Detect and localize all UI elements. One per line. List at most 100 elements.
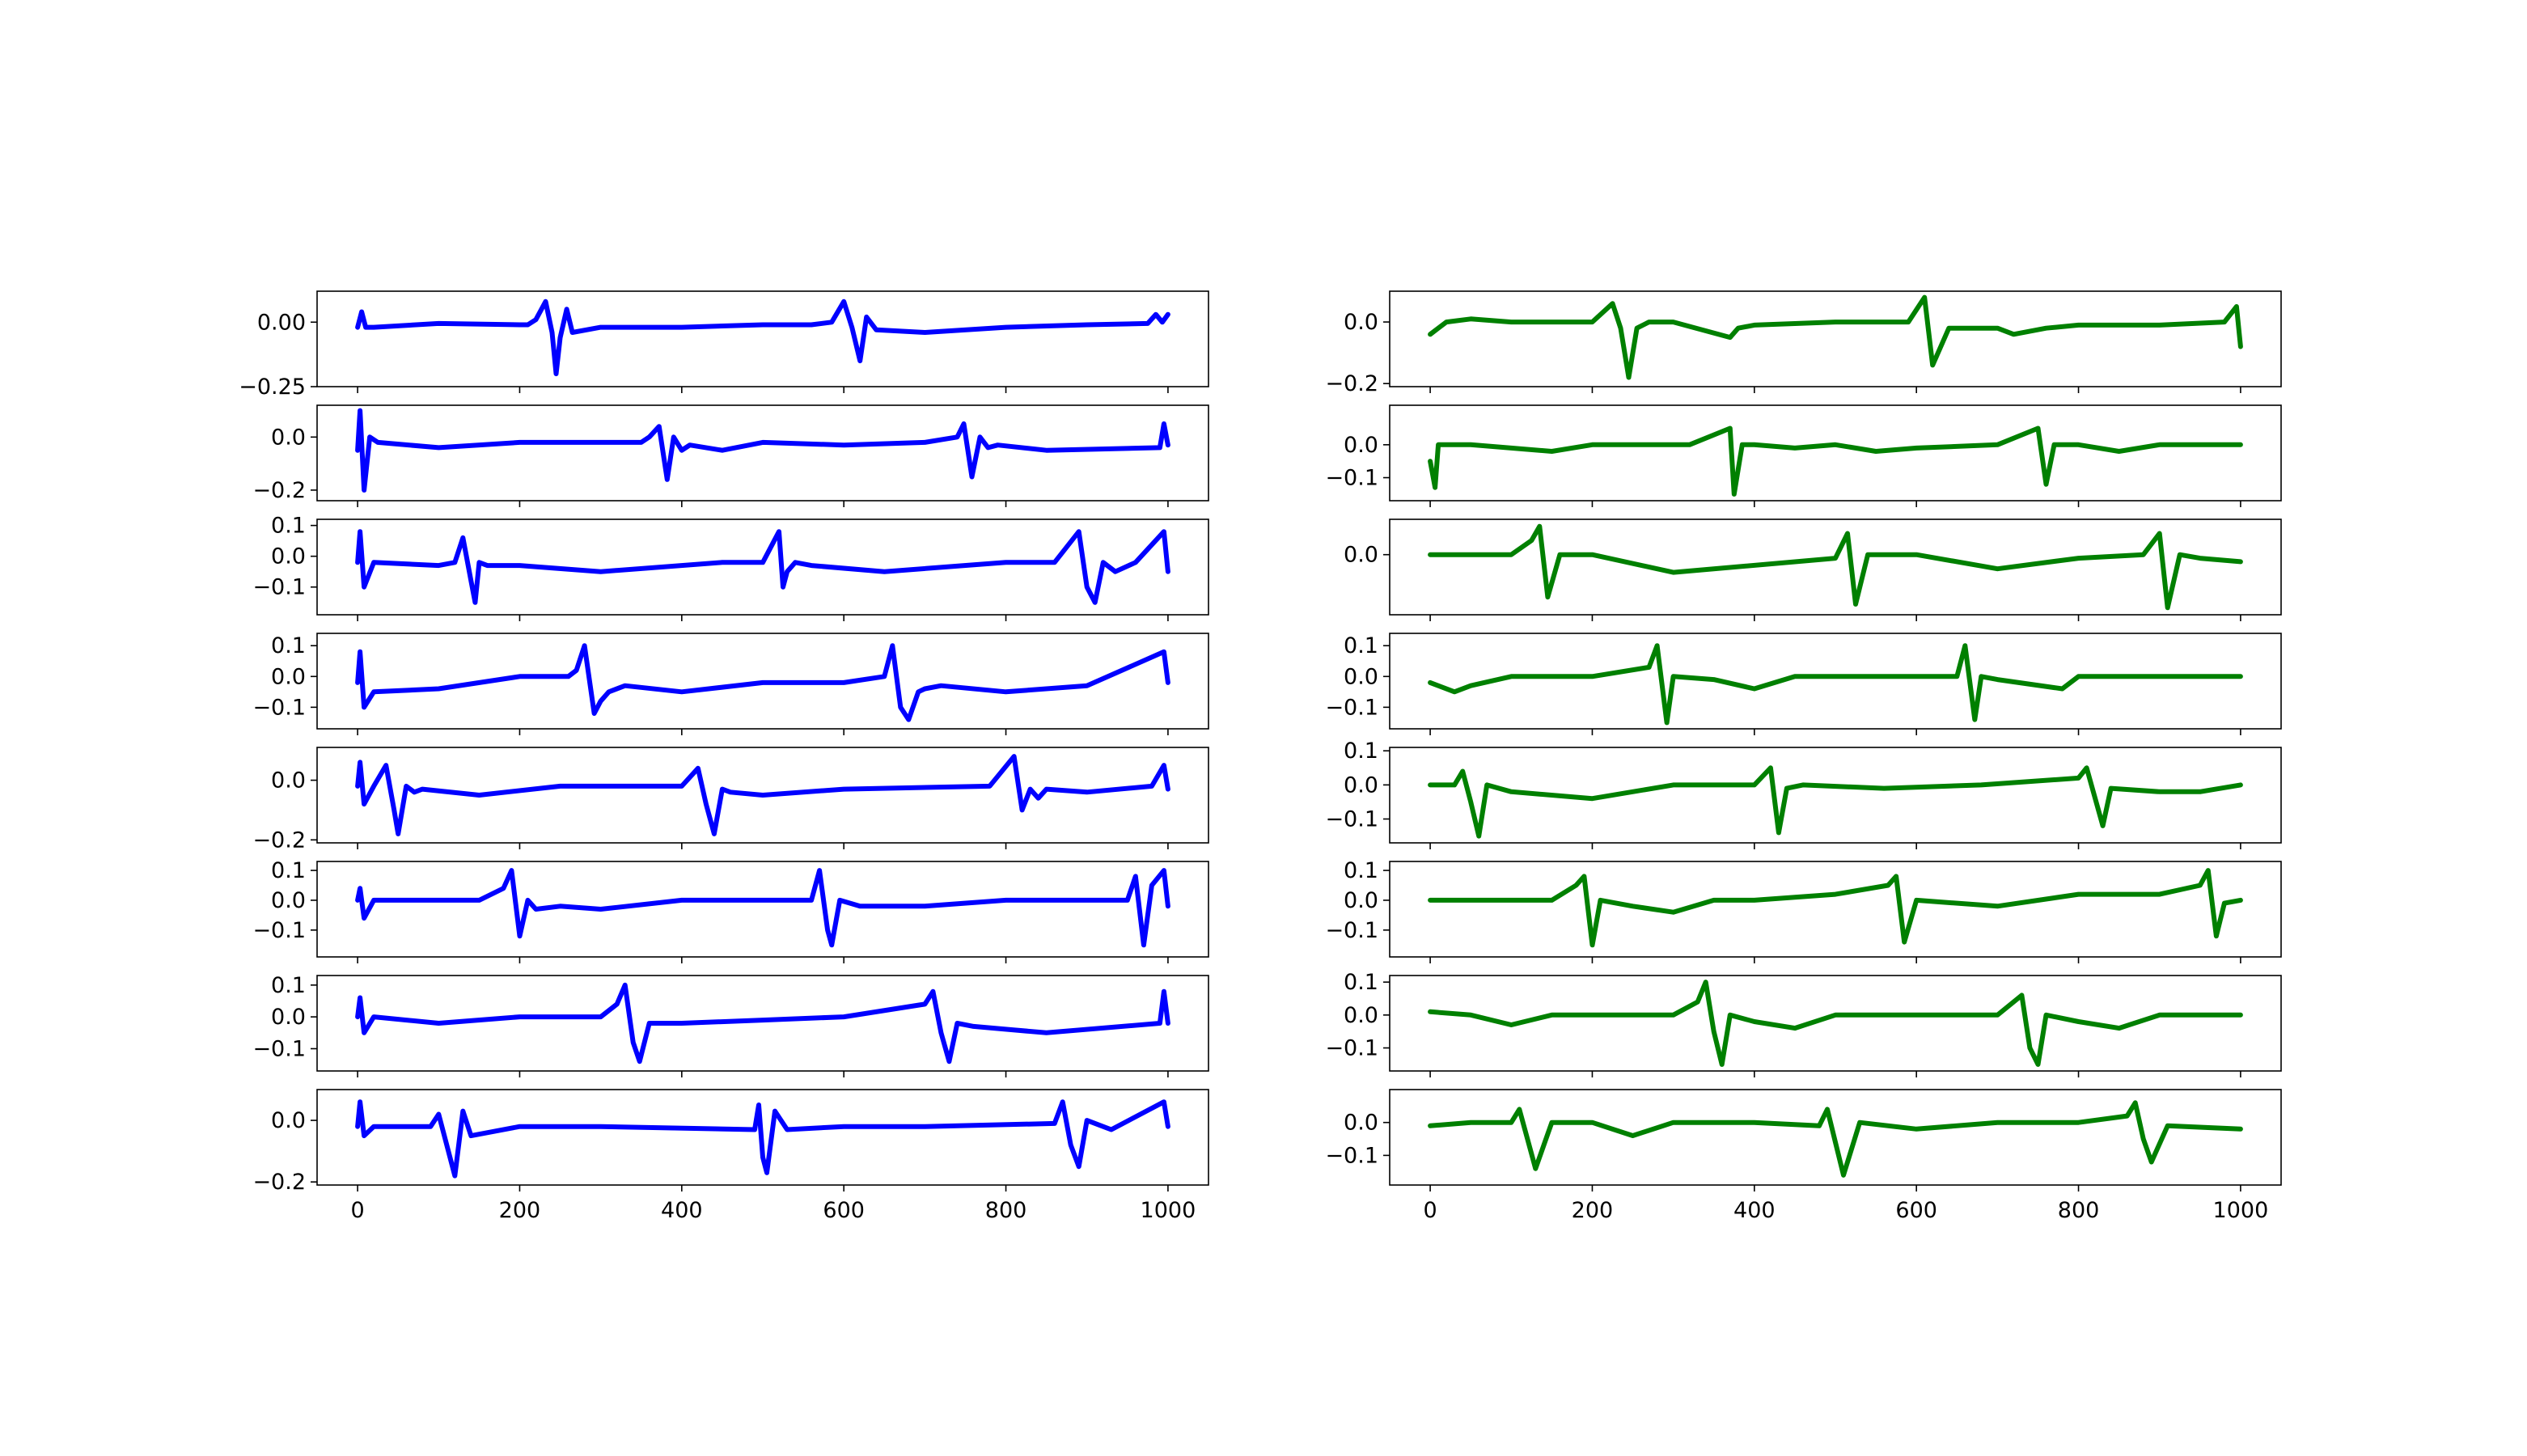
axes-frame bbox=[1389, 404, 2282, 502]
y-tick-label: 0.1 bbox=[1344, 858, 1378, 883]
series-line bbox=[355, 643, 1170, 722]
series-line bbox=[355, 1099, 1170, 1179]
y-tick-label: 0.0 bbox=[271, 1005, 306, 1030]
y-tick-label: 0.1 bbox=[271, 633, 306, 658]
subplot-left-7: 0.1 0.0 −0.1 bbox=[252, 973, 1209, 1077]
series-line bbox=[1428, 643, 2243, 726]
x-tick-label: 400 bbox=[661, 1198, 703, 1223]
y-tick-label: 0.0 bbox=[271, 888, 306, 913]
y-tick-label: −0.1 bbox=[252, 1036, 306, 1061]
y-tick-label: −0.1 bbox=[1325, 918, 1378, 943]
axes-frame bbox=[316, 747, 1209, 844]
x-tick-label: 0 bbox=[350, 1198, 364, 1223]
series-line bbox=[1428, 868, 2243, 948]
series-line bbox=[355, 868, 1170, 948]
axes-frame bbox=[316, 1089, 1209, 1186]
subplot-right-8: 0.0 −0.1 0 200 400 600 800 1000 bbox=[1325, 1089, 2282, 1223]
x-tick-label: 1000 bbox=[1141, 1198, 1196, 1223]
series-line bbox=[1428, 765, 2243, 839]
subplot-left-1: 0.00 −0.25 bbox=[239, 290, 1209, 400]
subplot-left-2: 0.0 −0.2 bbox=[252, 404, 1209, 507]
y-tick-label: −0.1 bbox=[1325, 1143, 1378, 1168]
y-tick-label: 0.0 bbox=[1344, 1003, 1378, 1028]
axes-frame bbox=[316, 861, 1209, 958]
subplot-right-3: 0.0 bbox=[1344, 518, 2282, 621]
series-line bbox=[355, 982, 1170, 1064]
y-tick-label: −0.1 bbox=[1325, 466, 1378, 491]
series-line bbox=[355, 754, 1170, 836]
y-tick-label: 0.1 bbox=[271, 514, 306, 539]
x-tick-label: 800 bbox=[985, 1198, 1027, 1223]
y-tick-label: 0.0 bbox=[271, 1108, 306, 1133]
y-tick-label: −0.1 bbox=[252, 918, 306, 943]
y-tick-label: 0.1 bbox=[271, 973, 306, 998]
y-tick-label: 0.1 bbox=[1344, 970, 1378, 995]
y-tick-label: −0.2 bbox=[1325, 371, 1378, 396]
series-line bbox=[1428, 523, 2243, 611]
y-tick-label: −0.1 bbox=[1325, 1036, 1378, 1061]
y-tick-label: 0.0 bbox=[1344, 310, 1378, 335]
x-tick-label: 0 bbox=[1423, 1198, 1437, 1223]
series-line bbox=[355, 408, 1170, 493]
series-line bbox=[355, 529, 1170, 605]
y-tick-label: −0.1 bbox=[252, 695, 306, 720]
x-tick-label: 1000 bbox=[2213, 1198, 2269, 1223]
series-line bbox=[1428, 294, 2243, 380]
y-tick-label: 0.0 bbox=[271, 664, 306, 689]
y-tick-label: −0.1 bbox=[252, 575, 306, 600]
x-tick-label: 600 bbox=[823, 1198, 865, 1223]
y-tick-label: 0.0 bbox=[271, 425, 306, 450]
axes-frame bbox=[1389, 747, 2282, 844]
subplot-left-5: 0.0 −0.2 bbox=[252, 747, 1209, 853]
subplot-right-5: 0.1 0.0 −0.1 bbox=[1325, 739, 2282, 849]
y-tick-label: 0.0 bbox=[1344, 664, 1378, 689]
subplot-left-6: 0.1 0.0 −0.1 bbox=[252, 858, 1209, 963]
y-tick-label: 0.0 bbox=[1344, 888, 1378, 913]
subplot-left-3: 0.1 0.0 −0.1 bbox=[252, 514, 1209, 621]
y-tick-label: 0.0 bbox=[1344, 433, 1378, 458]
subplot-left-4: 0.1 0.0 −0.1 bbox=[252, 633, 1209, 735]
subplot-right-2: 0.0 −0.1 bbox=[1325, 404, 2282, 507]
subplot-right-7: 0.1 0.0 −0.1 bbox=[1325, 970, 2282, 1077]
x-tick-label: 800 bbox=[2058, 1198, 2100, 1223]
y-tick-label: 0.00 bbox=[257, 310, 306, 335]
y-tick-label: −0.2 bbox=[252, 478, 306, 503]
y-tick-label: −0.1 bbox=[1325, 807, 1378, 832]
axes-frame bbox=[1389, 975, 2282, 1072]
x-tick-label: 200 bbox=[499, 1198, 541, 1223]
axes-frame bbox=[1389, 290, 2282, 387]
series-line bbox=[1428, 1100, 2243, 1178]
y-tick-label: 0.1 bbox=[1344, 739, 1378, 764]
y-tick-label: 0.0 bbox=[1344, 1111, 1378, 1136]
axes-frame bbox=[1389, 518, 2282, 616]
y-tick-label: 0.0 bbox=[271, 768, 306, 794]
subplot-left-8: 0.0 −0.2 0 200 400 600 800 1000 bbox=[252, 1089, 1209, 1223]
subplot-right-6: 0.1 0.0 −0.1 bbox=[1325, 858, 2282, 963]
y-tick-label: −0.25 bbox=[239, 375, 306, 400]
axes-frame bbox=[316, 633, 1209, 730]
axes-frame bbox=[316, 404, 1209, 502]
axes-frame bbox=[316, 518, 1209, 616]
x-tick-label: 400 bbox=[1733, 1198, 1776, 1223]
x-tick-label: 200 bbox=[1572, 1198, 1614, 1223]
axes-frame bbox=[1389, 633, 2282, 730]
y-tick-label: −0.2 bbox=[252, 1170, 306, 1195]
x-tick-label: 600 bbox=[1895, 1198, 1937, 1223]
axes-frame bbox=[1389, 1089, 2282, 1186]
y-tick-label: 0.0 bbox=[271, 544, 306, 569]
y-tick-label: 0.0 bbox=[1344, 543, 1378, 568]
series-line bbox=[1428, 425, 2243, 497]
series-line bbox=[355, 298, 1170, 377]
subplot-right-4: 0.1 0.0 −0.1 bbox=[1325, 633, 2282, 735]
axes-frame bbox=[316, 975, 1209, 1072]
y-tick-label: 0.1 bbox=[1344, 633, 1378, 658]
axes-frame bbox=[316, 290, 1209, 387]
y-tick-label: −0.2 bbox=[252, 827, 306, 853]
y-tick-label: 0.0 bbox=[1344, 772, 1378, 798]
series-line bbox=[1428, 980, 2243, 1067]
axes-frame bbox=[1389, 861, 2282, 958]
y-tick-label: −0.1 bbox=[1325, 695, 1378, 720]
subplot-right-1: 0.0 −0.2 bbox=[1325, 290, 2282, 396]
y-tick-label: 0.1 bbox=[271, 858, 306, 883]
